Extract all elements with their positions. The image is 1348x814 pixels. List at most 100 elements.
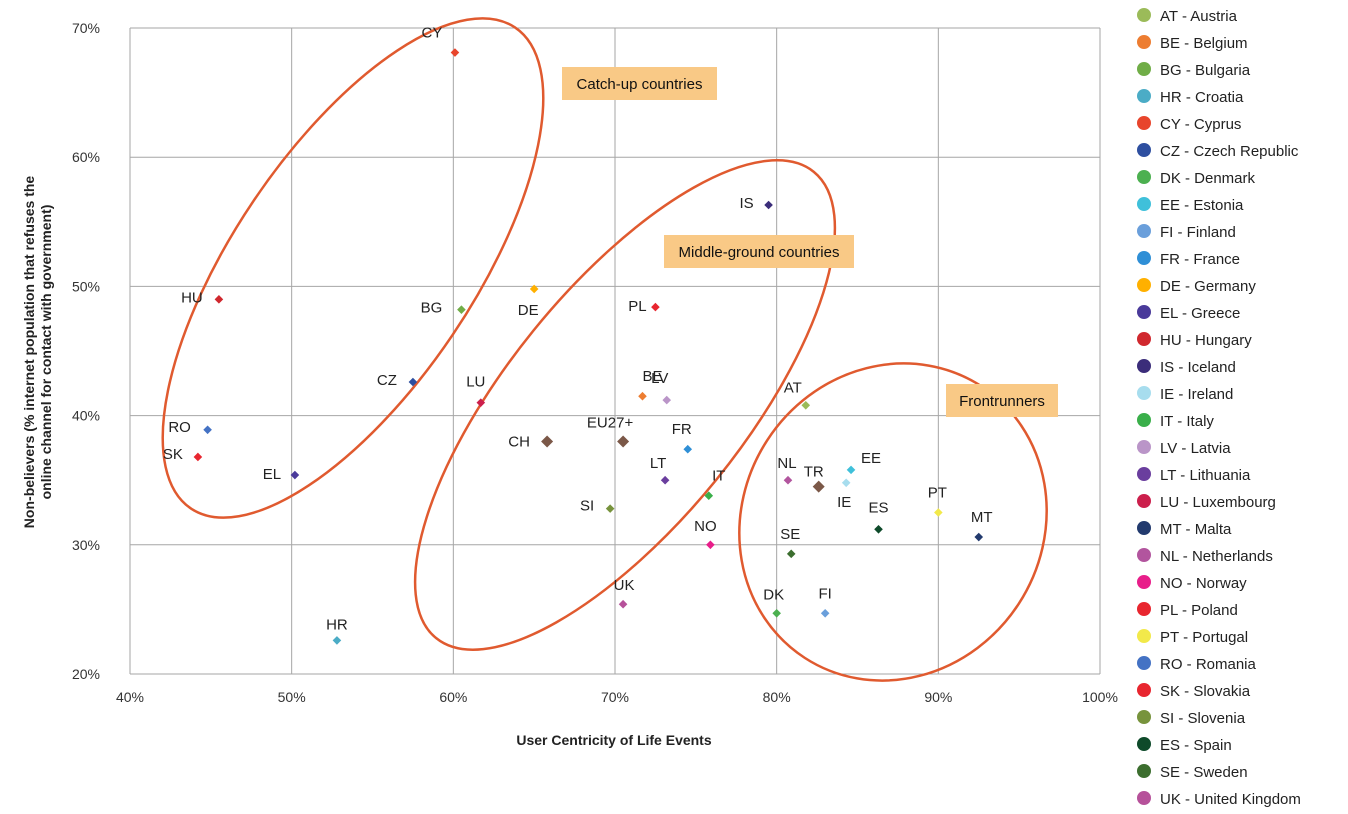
point-label: LT [650, 455, 666, 472]
point-bg [457, 305, 466, 314]
point-eu27plus [617, 435, 630, 448]
legend-marker [1137, 548, 1151, 562]
legend-label: DK - Denmark [1160, 170, 1256, 187]
legend-marker [1137, 413, 1151, 427]
point-be [638, 391, 647, 401]
point-nl [783, 475, 793, 485]
point-hu [214, 295, 224, 304]
point-is [764, 200, 773, 210]
group-ellipse [413, 159, 837, 651]
point-label: CZ [377, 372, 397, 389]
legend-label: IT - Italy [1160, 413, 1214, 430]
point-label: ES [869, 499, 889, 516]
point-cy [450, 48, 460, 57]
legend-label: NL - Netherlands [1160, 548, 1273, 565]
point-fr [683, 444, 693, 454]
legend-label: BG - Bulgaria [1160, 62, 1251, 79]
legend-label: CY - Cyprus [1160, 116, 1241, 133]
legend-marker [1137, 143, 1151, 157]
group-label: Middle-ground countries [679, 244, 840, 261]
point-label: TR [804, 464, 824, 481]
legend-marker [1137, 35, 1151, 49]
point-label: FR [672, 421, 692, 438]
point-label: HU [181, 289, 203, 306]
legend-label: IS - Iceland [1160, 359, 1236, 376]
point-se [786, 549, 796, 559]
legend-label: LT - Lithuania [1160, 467, 1251, 484]
point-mt [974, 532, 984, 542]
point-label: MT [971, 509, 993, 526]
point-label: IE [837, 494, 851, 511]
legend-marker [1137, 440, 1151, 454]
x-tick-label: 70% [601, 689, 629, 705]
legend-label: MT - Malta [1160, 521, 1232, 538]
point-ch [541, 435, 554, 448]
legend-marker [1137, 494, 1151, 508]
y-tick-label: 50% [72, 278, 100, 294]
y-tick-label: 60% [72, 149, 100, 165]
legend-label: HU - Hungary [1160, 332, 1252, 349]
legend-marker [1137, 224, 1151, 238]
y-axis-ticks: 20% 30% 40% 50% 60% 70% [72, 20, 100, 682]
legend-marker [1137, 575, 1151, 589]
x-tick-label: 40% [116, 689, 144, 705]
legend-label: SK - Slovakia [1160, 683, 1251, 700]
legend-label: PL - Poland [1160, 602, 1238, 619]
y-axis-title: Non-believers (% internet population tha… [21, 176, 54, 529]
point-label: FI [818, 585, 831, 602]
point-label: SE [780, 526, 800, 543]
point-at [801, 400, 811, 410]
point-uk [618, 599, 628, 609]
grid-lines [129, 27, 1101, 675]
group-ellipse [161, 17, 545, 519]
point-label: CH [508, 433, 530, 450]
point-ro [203, 425, 212, 435]
point-sk [193, 452, 203, 462]
data-points: AT BE BG HR CY CZ DK EE FI FR DE EL HU IS IE IT LV LT LU MT… [163, 25, 993, 645]
axes: 40% 50% 60% 70% 80% 90% 100% 20% 30% 40% 50% 60% 70… [21, 20, 1118, 748]
legend-label: DE - Germany [1160, 278, 1256, 295]
point-pt [934, 508, 943, 517]
y-tick-label: 20% [72, 666, 100, 682]
y-tick-label: 30% [72, 537, 100, 553]
point-label: BE [642, 368, 662, 385]
legend-marker [1137, 305, 1151, 319]
point-label: DK [763, 586, 784, 603]
point-label: PL [628, 298, 646, 315]
legend-label: EE - Estonia [1160, 197, 1244, 214]
legend-marker [1137, 62, 1151, 76]
point-lv [662, 395, 672, 405]
point-label: EE [861, 450, 881, 467]
point-dk [772, 608, 781, 618]
point-el [290, 470, 300, 480]
legend-marker [1137, 683, 1151, 697]
x-axis-title: User Centricity of Life Events [516, 732, 711, 748]
point-label: LU [466, 374, 485, 391]
point-label: IS [739, 195, 753, 212]
group-label: Catch-up countries [577, 76, 703, 93]
point-label: NL [777, 455, 796, 472]
point-fi [820, 608, 830, 618]
point-label: PT [928, 485, 947, 502]
legend-marker [1137, 359, 1151, 373]
legend-marker [1137, 8, 1151, 22]
legend-label: HR - Croatia [1160, 89, 1244, 106]
group-label-box [562, 67, 717, 100]
x-axis-ticks: 40% 50% 60% 70% 80% 90% 100% [116, 689, 1118, 705]
x-tick-label: 80% [763, 689, 791, 705]
legend-label: ES - Spain [1160, 737, 1232, 754]
group-label-box [946, 384, 1058, 417]
legend-label: UK - United Kingdom [1160, 791, 1301, 808]
legend-label: IE - Ireland [1160, 386, 1233, 403]
legend-marker [1137, 251, 1151, 265]
point-label: AT [784, 379, 802, 396]
point-de [529, 284, 539, 294]
point-ie [841, 478, 851, 488]
point-pl [651, 302, 660, 312]
point-si [605, 504, 615, 513]
point-lu [476, 398, 486, 407]
legend-marker [1137, 386, 1151, 400]
legend-label: FI - Finland [1160, 224, 1236, 241]
legend-marker [1137, 89, 1151, 103]
legend-marker [1137, 656, 1151, 670]
